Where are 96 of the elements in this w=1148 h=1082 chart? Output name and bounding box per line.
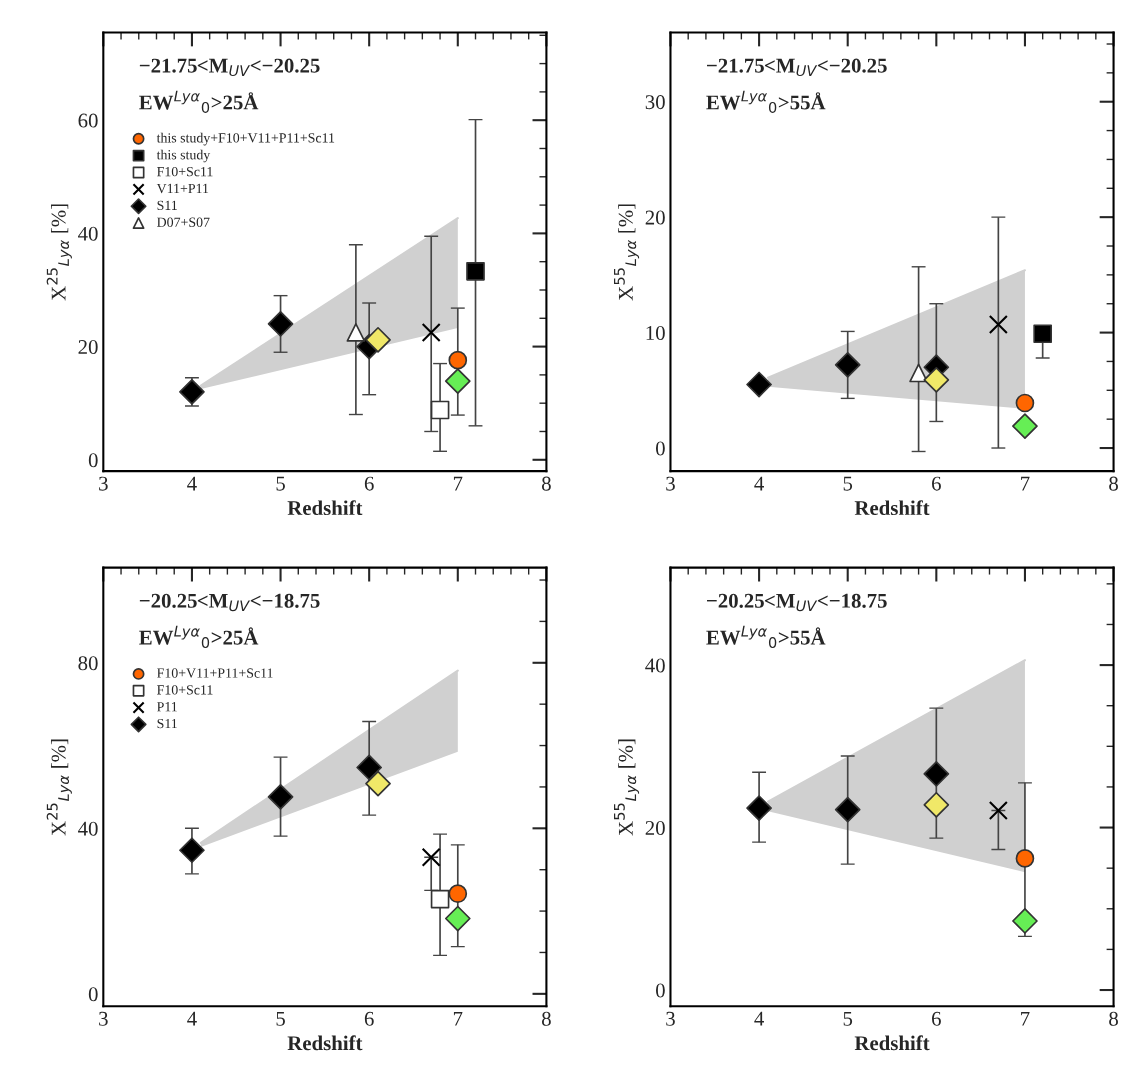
legend-label: D07+S07 xyxy=(157,217,210,227)
x-tick-label: 7 xyxy=(453,476,463,491)
point xyxy=(909,363,928,383)
point xyxy=(356,754,383,781)
point xyxy=(365,326,391,353)
legend-label: F10+Sc11 xyxy=(157,166,213,177)
annotation: −21.75<M$_{UV}$<−20.25 xyxy=(139,58,320,77)
legend-label: this study+F10+V11+P11+Sc11 xyxy=(156,132,335,146)
y-axis-title: X$^{25}$$_{Lyα}$ [%] xyxy=(46,204,72,301)
point xyxy=(466,261,485,281)
x-tick-label: 3 xyxy=(99,476,108,491)
x-tick-label: 8 xyxy=(1109,476,1118,491)
legend-label: F10+V11+P11+Sc11 xyxy=(157,668,273,678)
point xyxy=(448,884,468,904)
x-tick-label: 6 xyxy=(364,1011,374,1026)
annotation: EW$^{Lyα}$$_{0}$>55Å xyxy=(706,625,826,649)
x-tick-label: 6 xyxy=(932,1011,941,1026)
y-tick-label: 60 xyxy=(78,113,98,128)
annotation: EW$^{Lyα}$$_{0}$>25Å xyxy=(139,625,259,649)
x-tick-label: 4 xyxy=(187,476,197,491)
legend-label: S11 xyxy=(157,718,177,729)
point xyxy=(923,791,950,818)
y-tick-label: 40 xyxy=(78,226,98,241)
y-tick-label: 20 xyxy=(645,210,665,225)
x-axis-title: Redshift xyxy=(854,1035,930,1051)
point xyxy=(1012,908,1038,934)
x-axis-title: Redshift xyxy=(854,500,930,516)
x-tick-label: 6 xyxy=(932,476,941,491)
legend-label: this study xyxy=(156,149,211,163)
x-tick-label: 3 xyxy=(666,1011,675,1026)
point xyxy=(448,350,468,370)
point xyxy=(1015,849,1035,868)
point xyxy=(421,322,441,342)
x-tick-label: 8 xyxy=(1109,1011,1118,1026)
y-tick-label: 10 xyxy=(646,325,665,341)
point xyxy=(267,311,294,337)
point xyxy=(988,800,1008,821)
legend-label: S11 xyxy=(157,200,177,211)
point xyxy=(267,784,294,810)
point xyxy=(834,796,861,823)
point xyxy=(834,352,861,378)
y-tick-label: 40 xyxy=(78,821,98,836)
point xyxy=(430,889,450,909)
point xyxy=(179,379,205,405)
x-tick-label: 8 xyxy=(541,1011,551,1026)
point xyxy=(421,847,441,867)
x-tick-label: 5 xyxy=(843,1011,853,1026)
point xyxy=(1015,393,1035,413)
y-tick-label: 20 xyxy=(645,820,665,835)
point xyxy=(923,761,950,787)
x-tick-label: 4 xyxy=(754,1011,764,1026)
y-axis-title: X$^{55}$$_{Lyα}$ [%] xyxy=(614,739,640,836)
annotation: −21.75<M$_{UV}$<−20.25 xyxy=(707,58,887,77)
annotation: −20.25<M$_{UV}$<−18.75 xyxy=(139,593,320,612)
x-tick-label: 4 xyxy=(187,1011,197,1026)
annotation: EW$^{Lyα}$$_{0}$>25Å xyxy=(139,90,259,113)
x-tick-label: 7 xyxy=(1021,476,1030,491)
point xyxy=(444,368,471,394)
x-tick-label: 5 xyxy=(843,476,853,491)
y-tick-label: 30 xyxy=(645,95,665,110)
x-tick-label: 5 xyxy=(276,1011,285,1026)
y-tick-label: 0 xyxy=(88,987,98,1002)
y-tick-label: 0 xyxy=(655,441,665,456)
legend-label: V11+P11 xyxy=(156,183,209,194)
annotation: −20.25<M$_{UV}$<−18.75 xyxy=(707,593,887,612)
x-tick-label: 6 xyxy=(364,476,374,491)
x-tick-label: 7 xyxy=(1021,1011,1030,1026)
x-axis-title: Redshift xyxy=(287,500,363,516)
point xyxy=(346,323,366,342)
point xyxy=(1033,324,1053,344)
x-axis-title: Redshift xyxy=(287,1035,363,1051)
point xyxy=(179,837,205,864)
y-tick-label: 20 xyxy=(78,339,98,355)
point xyxy=(988,314,1008,335)
x-tick-label: 7 xyxy=(453,1011,463,1026)
point xyxy=(746,795,772,821)
y-tick-label: 40 xyxy=(645,658,665,673)
point xyxy=(746,371,772,398)
y-tick-label: 80 xyxy=(78,656,98,671)
annotation: EW$^{Lyα}$$_{0}$>55Å xyxy=(706,90,826,113)
x-tick-label: 5 xyxy=(276,476,285,491)
point xyxy=(923,367,950,393)
point xyxy=(365,770,391,797)
y-tick-label: 0 xyxy=(655,983,665,998)
x-tick-label: 4 xyxy=(754,476,764,491)
point xyxy=(430,400,450,420)
y-tick-label: 0 xyxy=(88,453,98,468)
point xyxy=(444,905,471,932)
x-tick-label: 3 xyxy=(99,1011,108,1026)
legend-label: P11 xyxy=(157,702,177,712)
y-axis-title: X$^{55}$$_{Lyα}$ [%] xyxy=(614,204,640,301)
x-tick-label: 8 xyxy=(541,476,551,491)
y-axis-title: X$^{25}$$_{Lyα}$ [%] xyxy=(46,739,72,836)
legend-label: F10+Sc11 xyxy=(157,685,213,695)
point xyxy=(1012,413,1038,439)
x-tick-label: 3 xyxy=(666,476,675,491)
